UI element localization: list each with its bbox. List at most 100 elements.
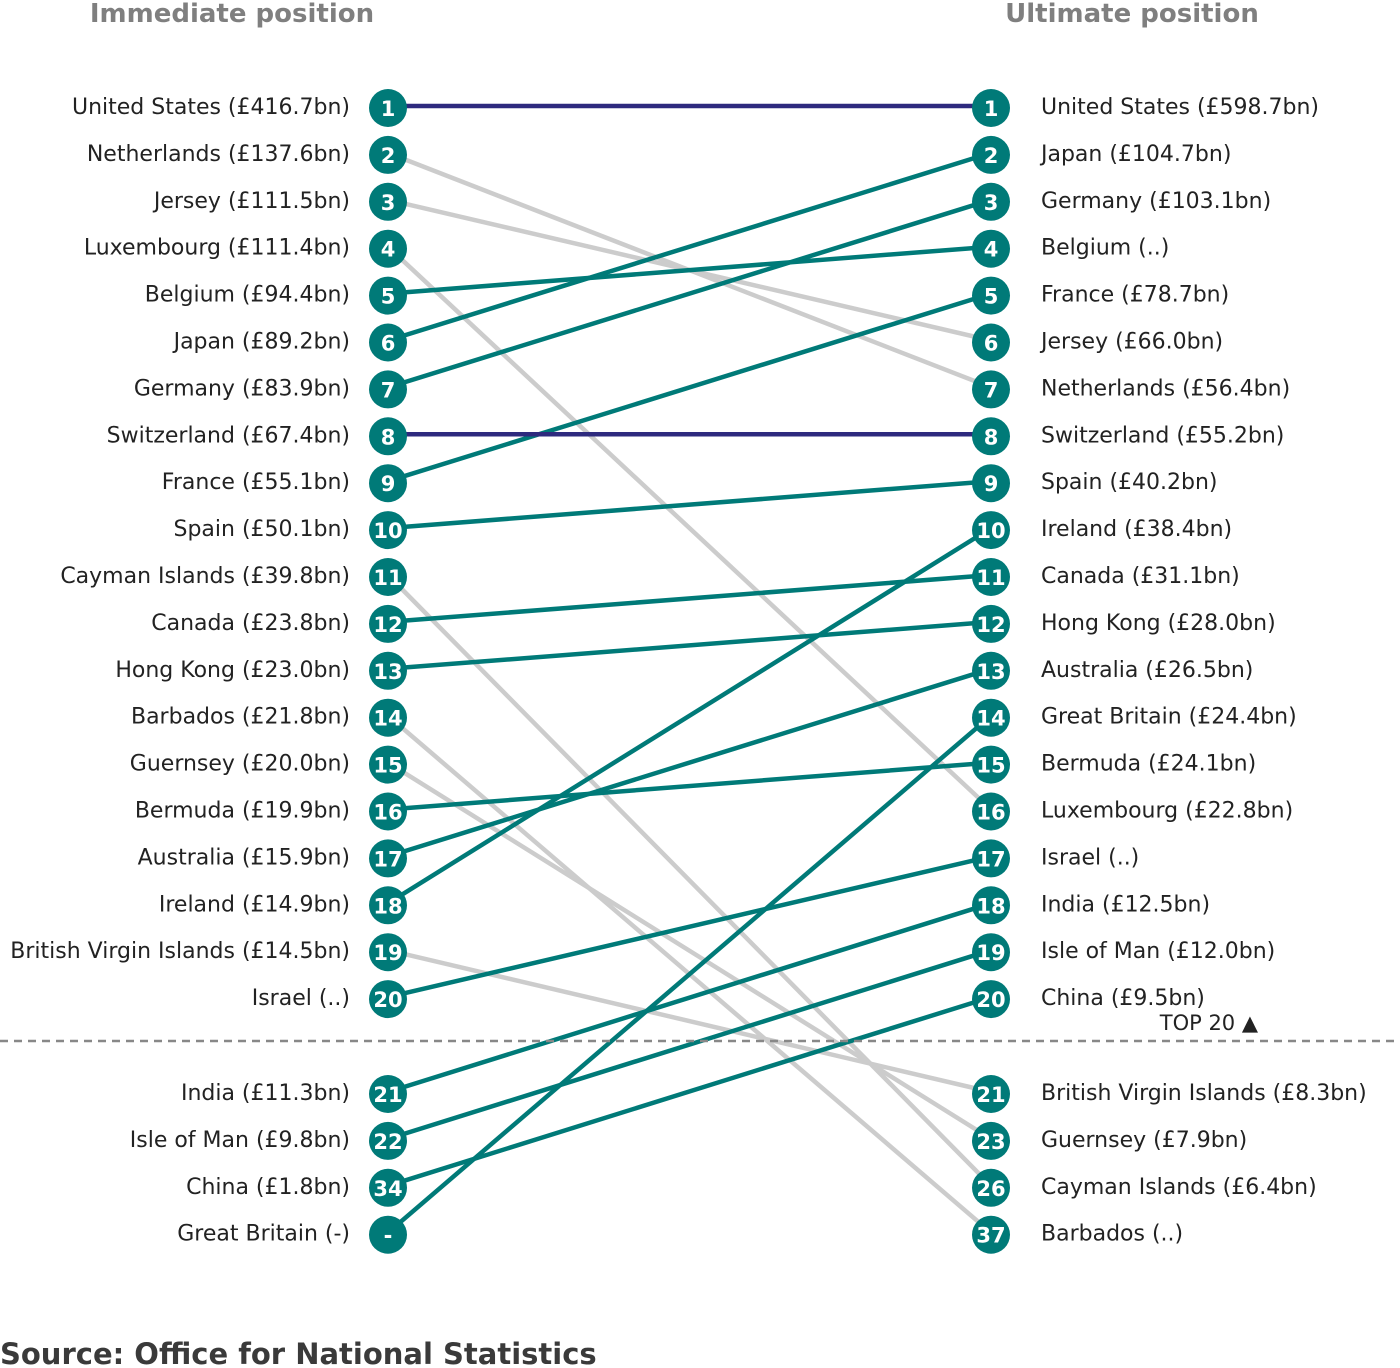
right-rank-badge-7 <box>972 417 1010 456</box>
right-rank-badge-18 <box>972 933 1010 972</box>
right-rank-number-18: 19 <box>976 941 1005 965</box>
right-rank-badge-9 <box>972 511 1010 550</box>
left-rank-badge-21 <box>369 1121 407 1160</box>
right-label-6: Netherlands (£56.4bn) <box>1041 376 1290 401</box>
left-label-11: Canada (£23.8bn) <box>151 611 350 636</box>
left-label-13: Barbados (£21.8bn) <box>131 705 350 730</box>
left-rank-badge-2 <box>369 182 407 221</box>
right-rank-number-5: 6 <box>984 332 999 356</box>
right-rank-badge-4 <box>972 276 1010 315</box>
left-rank-badge-7 <box>369 417 407 456</box>
right-label-7: Switzerland (£55.2bn) <box>1041 423 1284 448</box>
link-down-10 <box>385 572 994 1189</box>
link-up-11 <box>385 572 994 625</box>
right-label-20: British Virgin Islands (£8.3bn) <box>1041 1081 1367 1106</box>
left-rank-number-23: - <box>384 1224 393 1248</box>
left-label-8: France (£55.1bn) <box>162 470 350 495</box>
left-rank-number-8: 9 <box>381 472 396 496</box>
link-up-5 <box>385 150 994 343</box>
right-rank-number-4: 5 <box>984 285 999 309</box>
link-up-9 <box>385 478 994 531</box>
link-up-17 <box>385 525 994 906</box>
left-rank-number-18: 19 <box>373 941 402 965</box>
left-label-0: United States (£416.7bn) <box>72 95 350 120</box>
link-up-4 <box>385 244 994 296</box>
left-rank-number-3: 4 <box>381 238 396 262</box>
left-label-3: Luxembourg (£111.4bn) <box>84 236 350 261</box>
link-up-21 <box>385 947 994 1142</box>
link-up-23 <box>385 713 994 1235</box>
left-rank-number-6: 7 <box>381 378 396 402</box>
right-label-16: Israel (..) <box>1041 845 1139 870</box>
right-rank-number-9: 10 <box>976 519 1005 543</box>
left-label-9: Spain (£50.1bn) <box>173 517 350 542</box>
link-up-12 <box>385 619 994 672</box>
right-rank-badge-14 <box>972 745 1010 784</box>
left-rank-number-4: 5 <box>381 285 396 309</box>
right-label-13: Great Britain (£24.4bn) <box>1041 705 1297 730</box>
right-label-18: Isle of Man (£12.0bn) <box>1041 939 1275 964</box>
right-rank-badge-2 <box>972 182 1010 221</box>
right-rank-badge-3 <box>972 229 1010 268</box>
right-rank-badge-0 <box>972 89 1010 127</box>
right-label-14: Bermuda (£24.1bn) <box>1041 752 1256 777</box>
left-rank-number-17: 18 <box>373 894 402 918</box>
right-rank-badge-1 <box>972 135 1010 174</box>
right-rank-badge-8 <box>972 464 1010 503</box>
link-down-14 <box>385 760 994 1142</box>
right-rank-badge-6 <box>972 370 1010 409</box>
left-rank-number-1: 2 <box>381 144 396 168</box>
left-rank-badge-4 <box>369 276 407 315</box>
left-rank-badge-19 <box>369 980 407 1019</box>
right-label-22: Cayman Islands (£6.4bn) <box>1041 1175 1317 1200</box>
left-rank-number-9: 10 <box>373 519 402 543</box>
right-label-9: Ireland (£38.4bn) <box>1041 517 1232 542</box>
left-label-2: Jersey (£111.5bn) <box>152 189 350 214</box>
link-down-3 <box>385 244 994 812</box>
left-rank-number-10: 11 <box>373 566 402 590</box>
left-rank-number-12: 13 <box>373 660 402 684</box>
left-rank-badge-5 <box>369 323 407 362</box>
right-rank-number-1: 2 <box>984 144 999 168</box>
right-rank-badge-12 <box>972 651 1010 690</box>
left-rank-number-2: 3 <box>381 191 396 215</box>
left-label-20: India (£11.3bn) <box>181 1081 350 1106</box>
left-rank-badge-11 <box>369 604 407 643</box>
link-up-20 <box>385 901 994 1095</box>
right-rank-number-17: 18 <box>976 894 1005 918</box>
left-label-1: Netherlands (£137.6bn) <box>87 142 350 167</box>
right-rank-badge-23 <box>972 1215 1010 1254</box>
left-rank-badge-3 <box>369 229 407 268</box>
left-rank-badge-6 <box>369 370 407 409</box>
left-rank-badge-15 <box>369 792 407 831</box>
left-rank-badge-20 <box>369 1075 407 1113</box>
link-up-22 <box>385 994 994 1189</box>
right-label-17: India (£12.5bn) <box>1041 892 1210 917</box>
right-rank-badge-21 <box>972 1121 1010 1160</box>
right-label-15: Luxembourg (£22.8bn) <box>1041 799 1293 824</box>
right-label-23: Barbados (..) <box>1041 1222 1183 1247</box>
right-label-10: Canada (£31.1bn) <box>1041 564 1240 589</box>
left-rank-badge-17 <box>369 886 407 925</box>
right-rank-number-14: 15 <box>976 754 1005 778</box>
right-rank-badge-16 <box>972 839 1010 878</box>
link-up-6 <box>385 197 994 390</box>
right-rank-number-22: 26 <box>976 1177 1005 1201</box>
left-rank-number-15: 16 <box>373 801 402 825</box>
right-rank-badge-5 <box>972 323 1010 362</box>
right-rank-number-10: 11 <box>976 566 1005 590</box>
right-rank-badge-17 <box>972 886 1010 925</box>
left-label-22: China (£1.8bn) <box>186 1175 350 1200</box>
right-rank-badge-22 <box>972 1168 1010 1207</box>
right-label-21: Guernsey (£7.9bn) <box>1041 1128 1247 1153</box>
left-rank-number-0: 1 <box>381 97 396 121</box>
right-rank-number-2: 3 <box>984 191 999 215</box>
link-up-15 <box>385 760 994 812</box>
left-rank-badge-22 <box>369 1168 407 1207</box>
right-rank-number-16: 17 <box>976 847 1005 871</box>
right-rank-number-7: 8 <box>984 425 999 449</box>
right-rank-number-13: 14 <box>976 707 1005 731</box>
right-label-4: France (£78.7bn) <box>1041 283 1229 308</box>
right-rank-badge-19 <box>972 980 1010 1019</box>
